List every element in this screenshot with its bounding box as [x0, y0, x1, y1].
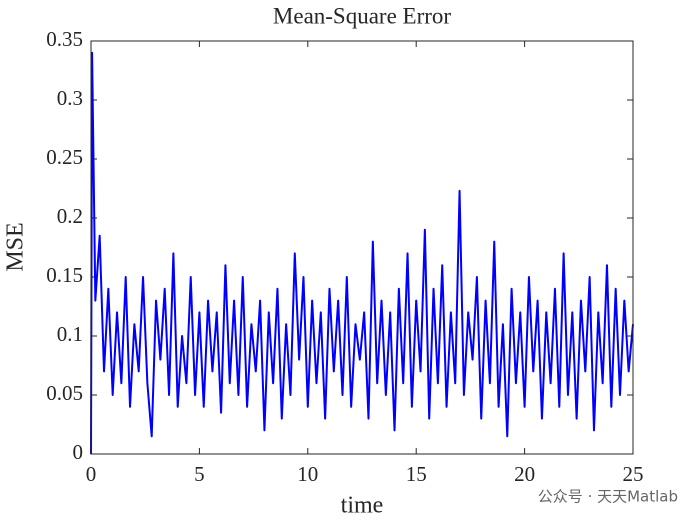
y-tick-label: 0.2 [57, 204, 83, 228]
data-line [90, 51, 634, 455]
y-tick-label: 0.15 [46, 263, 83, 287]
y-tick-label: 0.1 [57, 322, 83, 346]
chart-title: Mean-Square Error [273, 3, 452, 28]
x-tick-label: 25 [623, 462, 644, 486]
y-axis-label: MSE [3, 222, 29, 271]
y-tick-label: 0.3 [57, 86, 83, 110]
plot-frame [90, 40, 634, 455]
x-tick-label: 0 [86, 462, 97, 486]
y-tick-label: 0.35 [46, 27, 83, 51]
x-tick-label: 15 [406, 462, 427, 486]
x-tick-label: 5 [194, 462, 205, 486]
y-tick-label: 0.05 [46, 381, 83, 405]
y-tick-label: 0.25 [46, 145, 83, 169]
x-axis-label: time [341, 493, 384, 519]
x-tick-label: 20 [514, 462, 535, 486]
y-tick-label: 0 [73, 440, 84, 464]
watermark: 公众号 · 天天Matlab [538, 488, 678, 506]
x-tick-label: 10 [297, 462, 318, 486]
